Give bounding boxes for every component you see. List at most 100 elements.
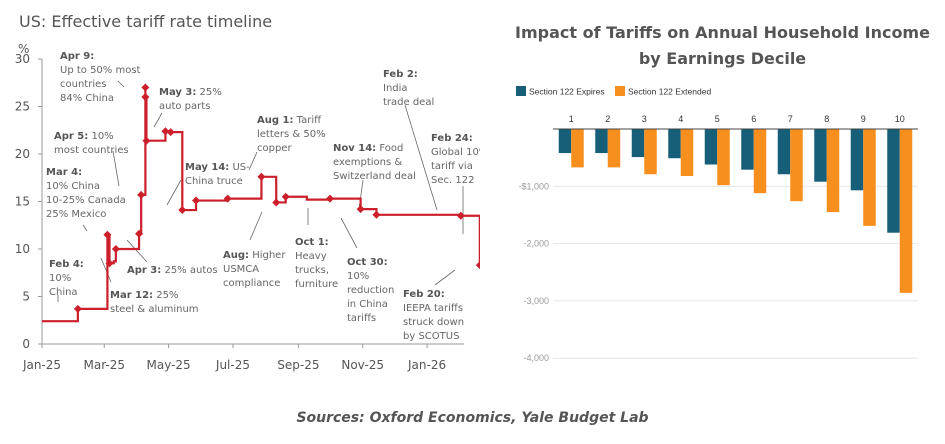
annotation-text: 25% Mexico	[46, 209, 106, 220]
annotation-date: Aug:	[223, 250, 249, 261]
data-point-marker	[372, 210, 381, 219]
annotation-text: struck down	[403, 317, 464, 328]
arrow-aug1	[248, 151, 258, 171]
data-point-marker	[326, 194, 335, 203]
annotation: Oct 30: 10% reduction in China tariffs	[347, 257, 394, 324]
annotation-date: Aug 1:	[257, 115, 293, 126]
data-point-marker	[161, 127, 170, 136]
annotation-date: Feb 4:	[49, 259, 84, 270]
annotation-text: compliance	[223, 278, 280, 289]
annotation-text: Higher	[249, 250, 286, 261]
annotation-text: by SCOTUS	[403, 331, 459, 342]
bar-extended	[863, 129, 876, 226]
annotation-text: steel & aluminum	[110, 304, 199, 315]
category-label: 3	[642, 114, 647, 124]
y-tick-label: -2,000	[523, 239, 549, 249]
bar-expires	[595, 129, 608, 154]
annotation-text: auto parts	[159, 101, 210, 112]
annotation-text: Up to 50% most	[60, 65, 141, 76]
arrow-apr9	[117, 80, 125, 88]
annotation-text: China	[49, 287, 78, 298]
bar-expires	[741, 129, 754, 170]
y-tick-label: 30	[15, 52, 30, 66]
annotation-text: 10-25% Canada	[46, 195, 126, 206]
data-point-marker	[281, 192, 290, 201]
annotation: Feb 24: Global 10% tariff via Sec. 122	[431, 133, 480, 186]
annotation: Feb 20: IEEPA tariffs struck down by SCOTUS	[403, 289, 464, 342]
data-point-marker	[105, 259, 114, 268]
annotation-text: tariffs	[347, 313, 376, 324]
category-label: 6	[751, 114, 756, 124]
annotation: Apr 5: 10% most countries	[54, 131, 129, 156]
chart-title: US: Effective tariff rate timeline	[19, 12, 272, 31]
annotation-text: copper	[257, 143, 292, 154]
annotation-date: Oct 30:	[347, 257, 388, 268]
annotation-text: trucks,	[295, 265, 329, 276]
annotation-date: Apr 3:	[127, 265, 161, 276]
bar-expires	[814, 129, 827, 182]
annotation-text: 10%	[88, 131, 113, 142]
x-tick-label: Nov-25	[341, 358, 384, 372]
y-tick-label: 0	[22, 337, 30, 351]
data-point-marker	[178, 206, 187, 215]
y-tick-label: -$1,000	[518, 181, 549, 191]
x-tick-label: Jan-26	[407, 358, 446, 372]
annotation-text: 10% China	[46, 181, 100, 192]
category-label: 1	[569, 114, 574, 124]
annotation-date: May 14:	[185, 162, 229, 173]
data-point-marker	[456, 211, 465, 220]
annotation: Feb 4: 10% China	[49, 259, 84, 298]
annotation-text: tariff via	[431, 161, 473, 172]
y-tick-label: -4,000	[523, 353, 549, 363]
annotation-date: Apr 5:	[54, 131, 88, 142]
bar-extended	[607, 129, 621, 168]
annotation-text: US-	[229, 162, 250, 173]
annotation-text: 10%	[49, 273, 71, 284]
category-label: 4	[678, 114, 683, 124]
annotation: Mar 12: 25% steel & aluminum	[110, 290, 199, 315]
legend-label: Section 122 Expires	[529, 87, 605, 97]
category-label: 5	[715, 114, 720, 124]
arrow-feb2	[404, 104, 438, 211]
annotation-text: countries	[60, 79, 106, 90]
arrow-may3	[153, 112, 163, 128]
bar-extended	[790, 129, 803, 202]
annotation-text: Food	[376, 143, 403, 154]
bar-expires	[668, 129, 681, 159]
annotation-date: May 3:	[159, 87, 196, 98]
legend-swatch	[516, 86, 526, 96]
bar-extended	[571, 129, 584, 168]
y-tick-label: 15	[15, 195, 30, 209]
annotation: Apr 3: 25% autos	[127, 265, 218, 276]
bar-expires	[887, 129, 900, 233]
x-tick-label: Mar-25	[84, 358, 125, 372]
data-point-marker	[103, 230, 112, 239]
bar-expires	[777, 129, 791, 175]
data-point-marker	[141, 83, 150, 92]
annotation-text: 10%	[347, 271, 369, 282]
annotation-date: Oct 1:	[295, 237, 329, 248]
category-label: 10	[895, 114, 905, 124]
legend-swatch	[615, 86, 625, 96]
arrow-aug	[249, 211, 263, 241]
category-label: 8	[824, 114, 829, 124]
bar-extended	[644, 129, 657, 175]
annotation-text: 25% autos	[161, 265, 217, 276]
annotation: May 14: US- China truce	[185, 162, 250, 187]
annotation-text: most countries	[54, 145, 129, 156]
annotation-text: trade deal	[383, 97, 434, 108]
annotation-text: reduction	[347, 285, 394, 296]
tariff-rate-line	[42, 87, 480, 323]
x-tick-label: Jan-25	[22, 358, 61, 372]
annotation-date: Nov 14:	[333, 143, 376, 154]
annotation-text: 25%	[196, 87, 221, 98]
y-axis-unit: %	[18, 42, 29, 56]
annotation-date: Apr 9:	[60, 51, 94, 62]
bar-extended	[826, 129, 840, 213]
annotation-text: 84% China	[60, 93, 114, 104]
legend-label: Section 122 Extended	[628, 87, 711, 97]
arrow-feb20	[434, 269, 456, 286]
annotation-text: Tariff	[293, 115, 322, 126]
annotation-text: USMCA	[223, 264, 259, 275]
annotation-text: letters & 50%	[257, 129, 326, 140]
